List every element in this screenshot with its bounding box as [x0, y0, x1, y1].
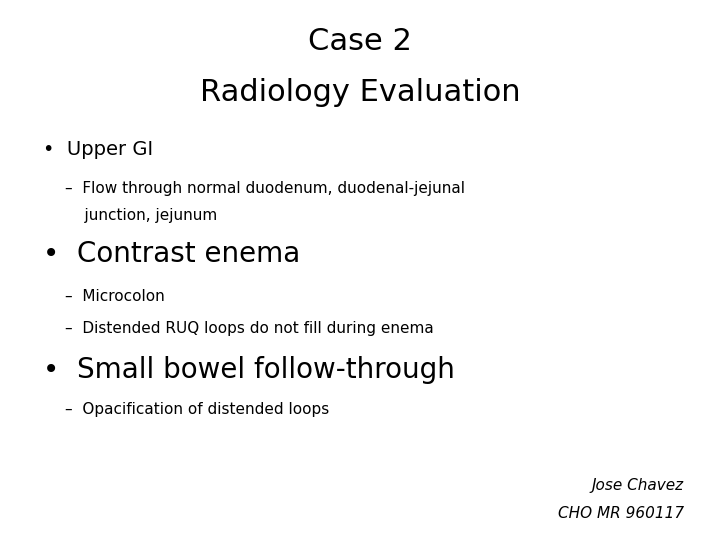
Text: –  Distended RUQ loops do not fill during enema: – Distended RUQ loops do not fill during… [65, 321, 433, 336]
Text: •  Contrast enema: • Contrast enema [43, 240, 300, 268]
Text: Jose Chavez: Jose Chavez [592, 478, 684, 493]
Text: Radiology Evaluation: Radiology Evaluation [199, 78, 521, 107]
Text: Case 2: Case 2 [308, 27, 412, 56]
Text: –  Microcolon: – Microcolon [65, 289, 165, 304]
Text: •  Small bowel follow-through: • Small bowel follow-through [43, 356, 455, 384]
Text: –  Flow through normal duodenum, duodenal-jejunal: – Flow through normal duodenum, duodenal… [65, 181, 465, 196]
Text: junction, jejunum: junction, jejunum [65, 208, 217, 223]
Text: •  Upper GI: • Upper GI [43, 140, 153, 159]
Text: –  Opacification of distended loops: – Opacification of distended loops [65, 402, 329, 417]
Text: CHO MR 960117: CHO MR 960117 [558, 506, 684, 521]
